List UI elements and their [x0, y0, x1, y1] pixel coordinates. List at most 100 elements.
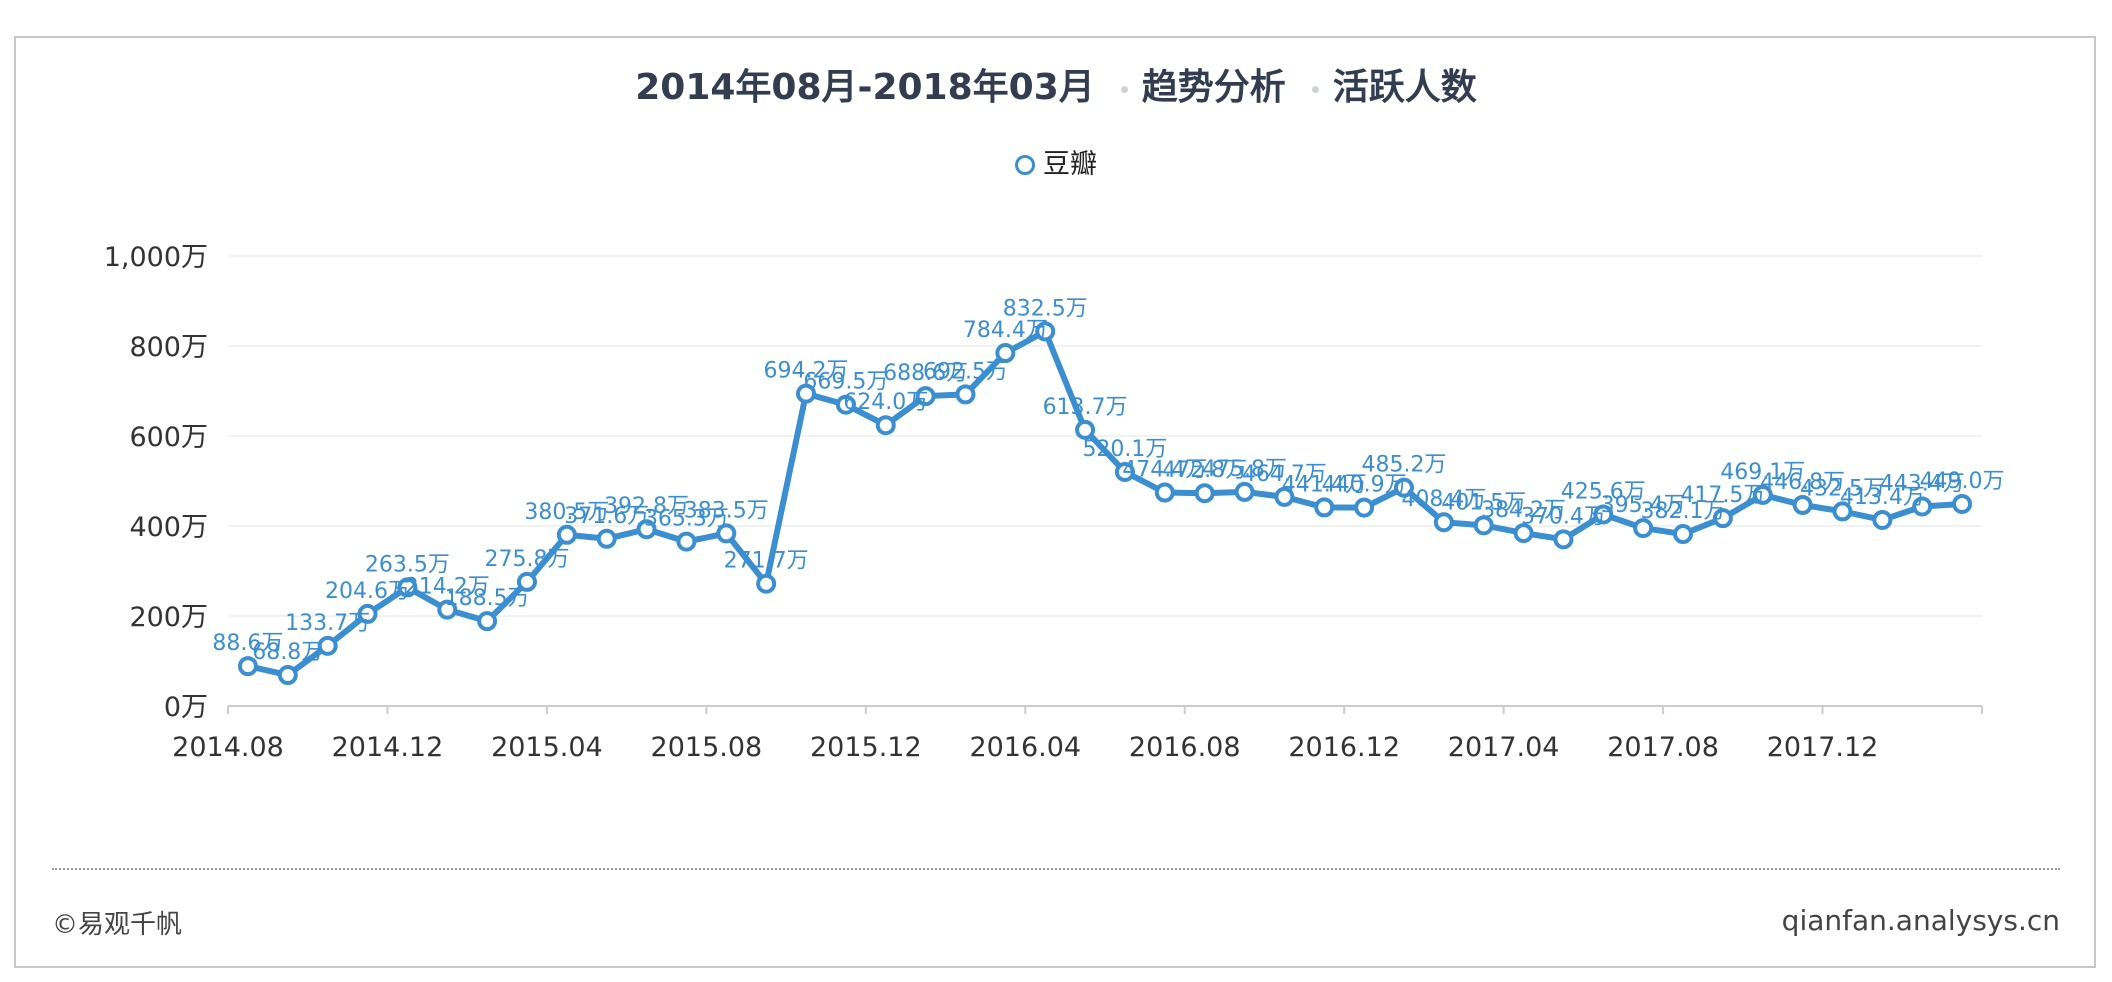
- data-label: 275.8万: [484, 547, 569, 572]
- data-point: [835, 394, 856, 415]
- data-point: [1712, 508, 1733, 529]
- legend-label: 豆瓣: [1043, 149, 1097, 180]
- data-label: 133.7万: [285, 611, 370, 636]
- data-label: 474.4万: [1122, 458, 1207, 483]
- data-label: 395.4万: [1601, 493, 1686, 518]
- data-point: [1593, 504, 1614, 525]
- data-point: [1433, 512, 1454, 533]
- data-label: 68.8万: [252, 640, 323, 665]
- data-label: 365.3万: [644, 507, 729, 532]
- x-tick-label: 2017.08: [1607, 732, 1719, 763]
- data-label: 392.8万: [604, 494, 689, 519]
- data-label: 408.4万: [1401, 487, 1486, 512]
- data-point: [1354, 497, 1375, 518]
- title-separator-dot: [1311, 85, 1319, 93]
- x-tick-label: 2016.04: [969, 732, 1081, 763]
- data-label: 401.5万: [1441, 490, 1526, 515]
- data-point: [1912, 496, 1933, 517]
- x-tick-label: 2015.08: [651, 732, 763, 763]
- data-label: 383.5万: [684, 498, 769, 523]
- data-point: [1952, 493, 1973, 514]
- x-tick-label: 2017.04: [1448, 732, 1560, 763]
- data-label: 485.2万: [1361, 453, 1446, 478]
- data-point: [437, 599, 458, 620]
- y-tick-label: 400万: [129, 512, 208, 543]
- data-label: 370.4万: [1521, 504, 1606, 529]
- data-label: 413.4万: [1840, 485, 1925, 510]
- data-point: [875, 415, 896, 436]
- footer-divider: [52, 868, 2060, 870]
- data-point: [1393, 477, 1414, 498]
- data-label: 694.2万: [764, 359, 849, 384]
- data-point: [1154, 482, 1175, 503]
- data-point: [1792, 494, 1813, 515]
- data-point: [1194, 483, 1215, 504]
- x-tick-label: 2016.08: [1129, 732, 1241, 763]
- data-point: [1513, 523, 1534, 544]
- data-point: [955, 384, 976, 405]
- data-label: 692.5万: [923, 359, 1008, 384]
- x-tick-label: 2015.12: [810, 732, 922, 763]
- data-label: 380.5万: [524, 500, 609, 525]
- data-label: 263.5万: [365, 552, 450, 577]
- legend[interactable]: 豆瓣: [0, 142, 2112, 181]
- data-point: [1473, 515, 1494, 536]
- data-label: 88.6万: [212, 631, 283, 656]
- data-point: [357, 603, 378, 624]
- data-label: 371.6万: [564, 504, 649, 529]
- data-point: [1832, 501, 1853, 522]
- data-label: 472.8万: [1162, 458, 1247, 483]
- data-label: 475.8万: [1202, 457, 1287, 482]
- data-label: 214.2万: [405, 575, 490, 600]
- y-tick-label: 800万: [129, 332, 208, 363]
- data-label: 464.7万: [1242, 462, 1327, 487]
- data-label: 613.7万: [1043, 395, 1128, 420]
- x-tick-label: 2014.12: [332, 732, 444, 763]
- data-label: 449.0万: [1920, 469, 2005, 494]
- data-label: 440.9万: [1322, 473, 1407, 498]
- data-label: 520.1万: [1082, 437, 1167, 462]
- data-label: 832.5万: [1003, 296, 1088, 321]
- data-point: [636, 519, 657, 540]
- title-metric: 活跃人数: [1332, 67, 1477, 108]
- data-label: 417.5万: [1680, 483, 1765, 508]
- data-point: [596, 528, 617, 549]
- title-analysis: 趋势分析: [1141, 67, 1286, 108]
- title-date-range: 2014年08月-2018年03月: [635, 67, 1095, 108]
- data-point: [1035, 321, 1056, 342]
- data-label: 188.5万: [445, 586, 530, 611]
- data-point: [237, 656, 258, 677]
- title-separator-dot: [1120, 85, 1128, 93]
- data-label: 271.7万: [724, 549, 809, 574]
- data-point: [756, 573, 777, 594]
- data-label: 446.8万: [1760, 470, 1845, 495]
- y-tick-label: 1,000万: [104, 242, 208, 273]
- y-tick-label: 600万: [129, 422, 208, 453]
- data-label: 784.4万: [963, 318, 1048, 343]
- data-label: 432.5万: [1800, 476, 1885, 501]
- footer-copyright: ©易观千帆: [52, 910, 183, 940]
- data-label: 669.5万: [803, 370, 888, 395]
- data-point: [477, 611, 498, 632]
- data-point: [1234, 481, 1255, 502]
- data-label: 688.6万: [883, 361, 968, 386]
- data-label: 204.6万: [325, 579, 410, 604]
- data-point: [915, 386, 936, 407]
- y-tick-label: 0万: [164, 692, 208, 723]
- x-tick-label: 2017.12: [1767, 732, 1879, 763]
- x-tick-label: 2015.04: [491, 732, 603, 763]
- data-point: [1314, 497, 1335, 518]
- x-tick-label: 2014.08: [172, 732, 284, 763]
- data-point: [1075, 419, 1096, 440]
- data-point: [516, 571, 537, 592]
- data-label: 443.4万: [1880, 471, 1965, 496]
- data-point: [1553, 529, 1574, 550]
- data-point: [716, 523, 737, 544]
- data-point: [796, 383, 817, 404]
- data-point: [1872, 509, 1893, 530]
- data-point: [556, 524, 577, 545]
- data-point: [277, 665, 298, 686]
- data-point: [1114, 461, 1135, 482]
- data-point: [397, 577, 418, 598]
